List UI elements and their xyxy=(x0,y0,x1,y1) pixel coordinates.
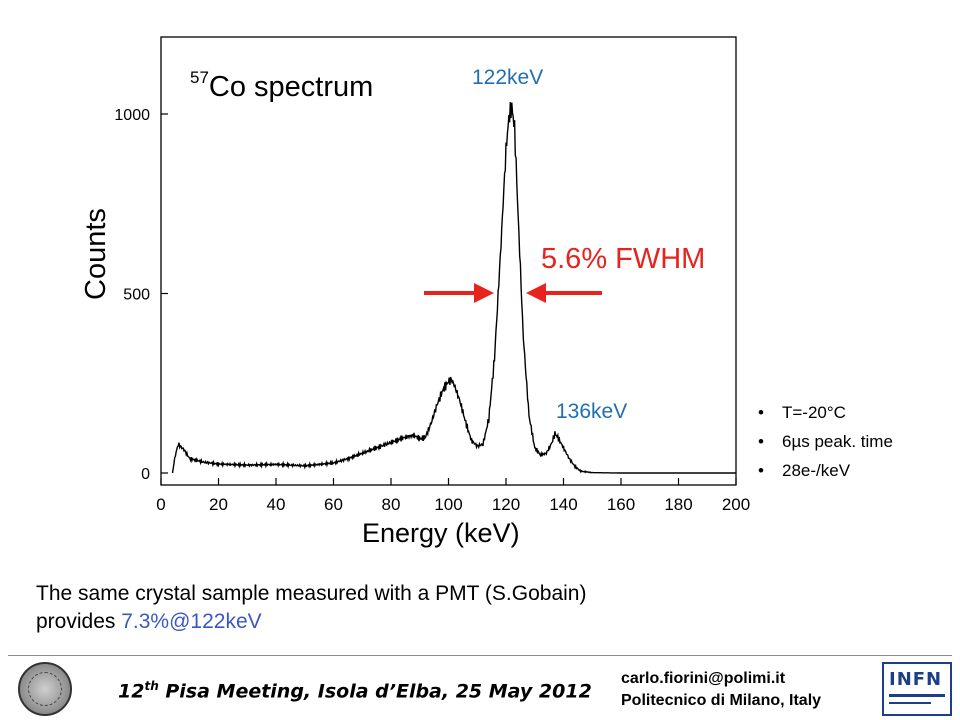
x-axis: 0 20 40 60 80 100 120 140 160 180 200 xyxy=(156,478,750,514)
infn-logo-icon: INFN xyxy=(882,662,952,716)
peak-label-136: 136keV xyxy=(556,400,628,423)
contact-block: carlo.fiorini@polimi.it Politecnico di M… xyxy=(621,668,821,712)
footer-divider xyxy=(8,655,952,656)
meeting-name: Pisa Meeting, Isola d’Elba, 25 May 2012 xyxy=(158,680,592,703)
caption-highlight: 7.3%@122keV xyxy=(121,610,262,633)
x-tick-label: 60 xyxy=(324,495,343,514)
fwhm-label: 5.6% FWHM xyxy=(541,243,706,275)
x-tick-label: 140 xyxy=(549,495,577,514)
note-temperature: T=-20°C xyxy=(758,398,893,427)
x-tick-label: 200 xyxy=(722,495,750,514)
peak-label-122: 122keV xyxy=(472,66,544,89)
meeting-title: 12th Pisa Meeting, Isola d’Elba, 25 May … xyxy=(118,679,592,702)
x-tick-label: 120 xyxy=(492,495,520,514)
x-tick-label: 160 xyxy=(607,495,635,514)
chart-title-text: Co spectrum xyxy=(208,71,374,103)
x-tick-label: 80 xyxy=(382,495,401,514)
chart-title: 57Co spectrum xyxy=(190,68,373,104)
meeting-number: 12 xyxy=(118,680,145,703)
y-tick-label: 0 xyxy=(141,466,150,483)
meeting-ordinal: th xyxy=(144,679,159,693)
caption-line-1: The same crystal sample measured with a … xyxy=(36,582,587,605)
y-tick-label: 1000 xyxy=(114,107,150,124)
infn-logo-text: INFN xyxy=(889,669,943,690)
contact-email: carlo.fiorini@polimi.it xyxy=(621,670,786,687)
comparison-caption: The same crystal sample measured with a … xyxy=(36,580,756,636)
note-peaking-time: 6µs peak. time xyxy=(758,427,893,456)
measurement-notes: T=-20°C 6µs peak. time 28e-/keV xyxy=(758,398,893,485)
x-tick-label: 40 xyxy=(267,495,286,514)
contact-affiliation: Politecnico di Milano, Italy xyxy=(621,692,822,709)
x-tick-label: 100 xyxy=(434,495,462,514)
caption-line-2-prefix: provides xyxy=(36,610,122,633)
y-tick-label: 500 xyxy=(123,287,150,304)
fwhm-right-arrow xyxy=(526,283,602,303)
x-axis-label: Energy (keV) xyxy=(362,518,520,548)
y-axis-label: Counts xyxy=(80,208,112,300)
x-tick-label: 20 xyxy=(209,495,228,514)
university-seal-icon xyxy=(18,662,72,716)
chart-title-isotope: 57 xyxy=(190,68,209,87)
x-tick-label: 0 xyxy=(156,495,165,514)
spectrum-series-line xyxy=(171,102,736,474)
y-axis: 0 500 1000 xyxy=(114,107,168,483)
fwhm-left-arrow xyxy=(424,283,494,303)
note-gain: 28e-/keV xyxy=(758,456,893,485)
x-tick-label: 180 xyxy=(664,495,692,514)
